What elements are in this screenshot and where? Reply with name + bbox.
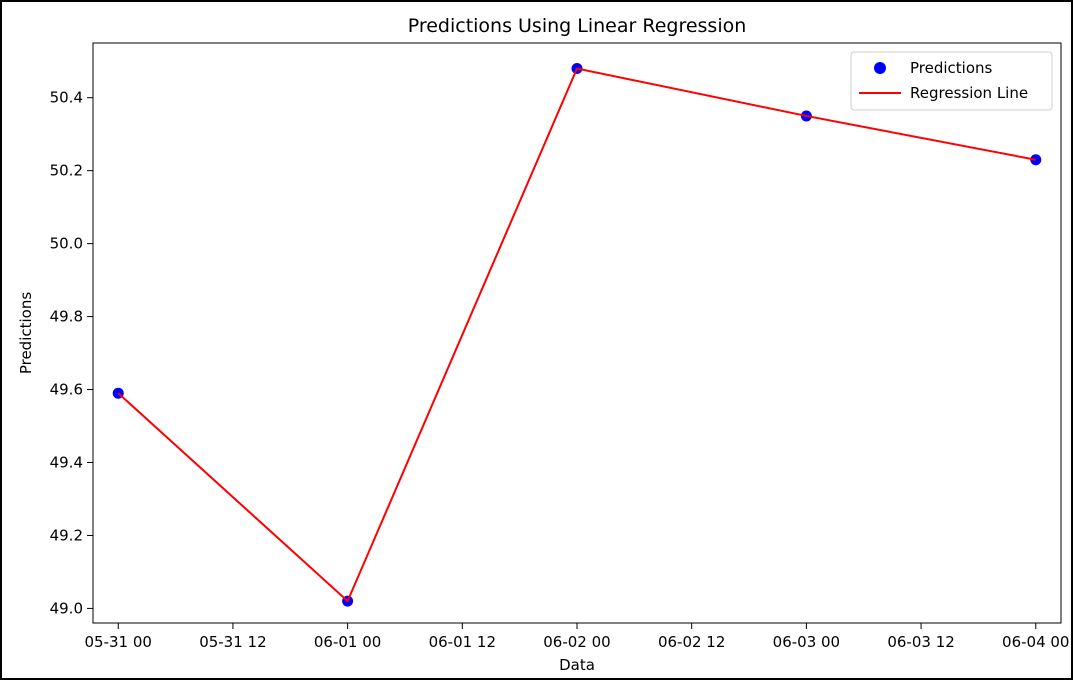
x-tick-label: 06-04 00 [1002,633,1069,651]
regression-line [117,67,1036,603]
y-axis: 49.0 49.2 49.4 49.6 49.8 50.0 50.2 50.4 [50,89,93,617]
legend-box [850,51,1053,111]
legend-marker-predictions [874,62,886,74]
y-tick-label: 50.4 [50,89,83,107]
plot-area [92,42,1062,624]
x-tick-label: 06-02 12 [658,633,725,651]
y-tick-label: 49.0 [50,599,83,617]
y-tick-label: 49.8 [50,308,83,326]
x-tick-label: 06-01 00 [314,633,381,651]
y-tick-label: 49.2 [50,526,83,544]
y-axis-label: Predictions [17,292,35,375]
legend-label-predictions: Predictions [910,59,993,77]
y-tick-label: 49.4 [50,453,83,471]
x-axis: 05-31 00 05-31 12 06-01 00 06-01 12 06-02 00… [85,623,1069,651]
legend: Predictions Regression Line [850,51,1053,111]
y-tick-label: 49.6 [50,381,83,399]
series-layer [112,63,1042,607]
x-tick-label: 06-02 00 [543,633,610,651]
legend-label-regression-line: Regression Line [910,84,1028,102]
x-axis-label: Data [559,656,595,674]
x-tick-label: 06-01 12 [429,633,496,651]
chart-title: Predictions Using Linear Regression [408,15,747,37]
x-tick-label: 06-03 12 [887,633,954,651]
y-tick-label: 50.2 [50,162,83,180]
x-tick-label: 05-31 00 [85,633,152,651]
x-tick-label: 06-03 00 [773,633,840,651]
y-tick-label: 50.0 [50,235,83,253]
x-tick-label: 05-31 12 [199,633,266,651]
